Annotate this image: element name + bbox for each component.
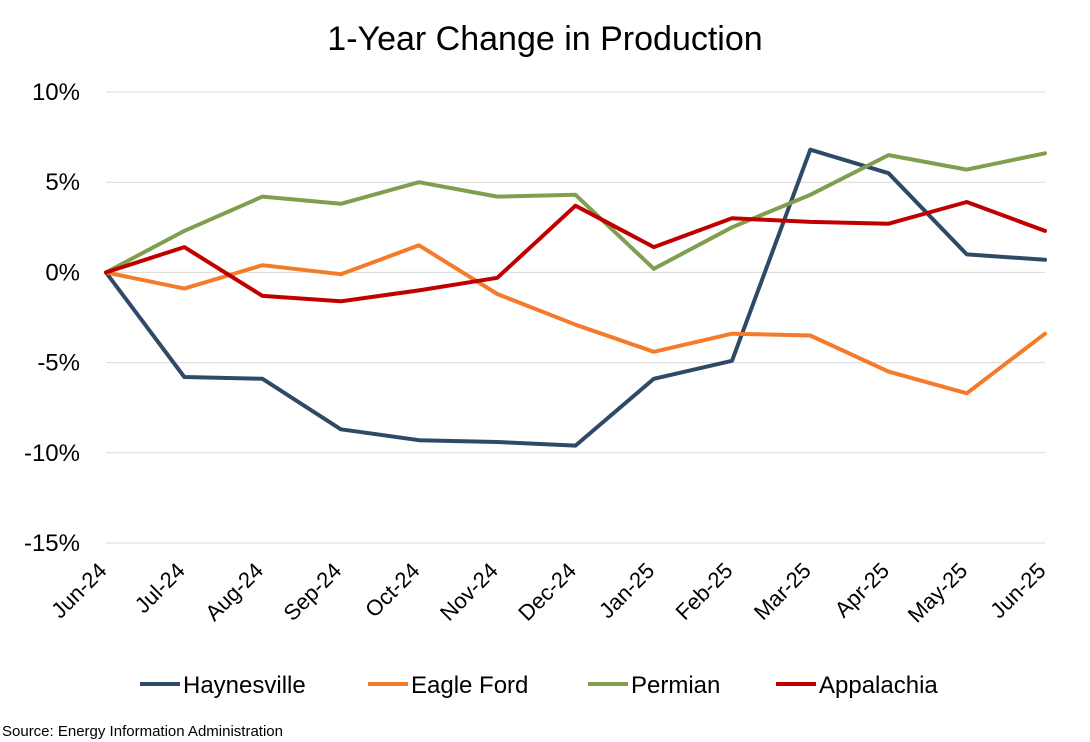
x-tick-label: Apr-25 xyxy=(830,558,894,622)
legend-label: Permian xyxy=(631,672,720,699)
x-tick-label: Dec-24 xyxy=(513,558,581,626)
y-axis-tick-labels: 10% 5% 0% -5% -10% -15% xyxy=(24,79,80,557)
source-note: Source: Energy Information Administratio… xyxy=(2,723,283,740)
y-tick-label: 5% xyxy=(45,169,80,196)
series-line-permian xyxy=(104,151,1047,275)
x-tick-label: Feb-25 xyxy=(671,558,738,625)
chart-title: 1-Year Change in Production xyxy=(327,20,762,58)
x-tick-label: Aug-24 xyxy=(200,558,268,626)
x-tick-label: Sep-24 xyxy=(278,558,346,626)
x-tick-label: Jun-24 xyxy=(46,558,111,623)
y-tick-label: -15% xyxy=(24,530,80,557)
x-tick-label: Jun-25 xyxy=(985,558,1050,623)
y-tick-label: -10% xyxy=(24,440,80,467)
series-line-haynesville xyxy=(104,147,1047,448)
y-tick-label: -5% xyxy=(37,350,80,377)
x-tick-label: Jan-25 xyxy=(594,558,659,623)
x-tick-label: Nov-24 xyxy=(435,558,503,626)
legend: Haynesville Eagle Ford Permian Appalachia xyxy=(140,672,938,699)
series-line-appalachia xyxy=(104,200,1047,304)
legend-label: Haynesville xyxy=(183,672,306,699)
gridlines xyxy=(106,91,1045,544)
y-tick-label: 0% xyxy=(45,259,80,286)
x-axis-tick-labels: Jun-24 Jul-24 Aug-24 Sep-24 Oct-24 Nov-24 Dec-… xyxy=(46,558,1050,628)
x-tick-label: Mar-25 xyxy=(749,558,816,625)
y-tick-label: 10% xyxy=(32,79,80,106)
legend-label: Appalachia xyxy=(819,672,938,699)
series-line-eagle-ford xyxy=(104,243,1047,396)
x-tick-label: May-25 xyxy=(903,558,973,628)
series-lines xyxy=(104,147,1047,448)
legend-label: Eagle Ford xyxy=(411,672,528,699)
x-tick-label: Oct-24 xyxy=(360,558,424,622)
x-tick-label: Jul-24 xyxy=(130,558,190,618)
